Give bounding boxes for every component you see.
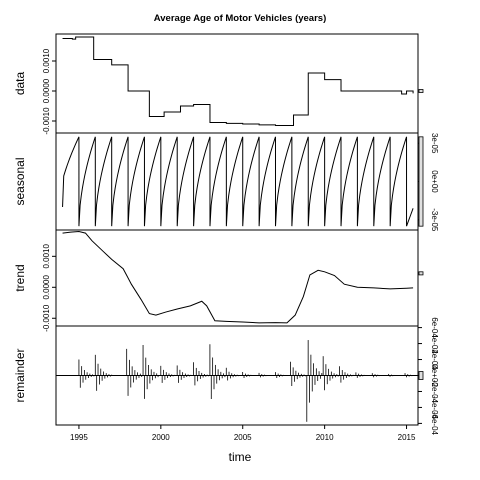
right-tick-label: 0e+00 [430, 170, 439, 193]
left-tick-label: 0.0000 [42, 78, 51, 103]
scale-bar-trend [418, 271, 424, 276]
right-tick-label: -2e-04 [430, 380, 439, 404]
trend-series-line [62, 231, 414, 324]
scale-bar-seasonal [418, 136, 424, 227]
right-tick-label: 4e-04 [430, 333, 439, 354]
x-tick-label: 2000 [152, 433, 170, 442]
left-tick-label: 0.0000 [42, 275, 51, 300]
chart-title: Average Age of Motor Vehicles (years) [154, 13, 326, 24]
left-tick-label: -0.0010 [42, 304, 51, 332]
panel-label-data: data [13, 71, 27, 95]
panel-trend: trend -0.0010 0.0000 0.0010 [13, 229, 424, 332]
panel-label-seasonal: seasonal [13, 157, 27, 205]
panel-data: data -0.0010 0.0000 0.0010 [13, 33, 424, 135]
right-tick-label: -6e-04 [430, 412, 439, 436]
panel-remainder: remainder 6e-044e-042e-040e+00-2e-04-4e-0… [13, 317, 439, 435]
left-tick-label: 0.0010 [42, 48, 51, 73]
x-tick-label: 1995 [70, 433, 88, 442]
panel-frame-seasonal [55, 132, 419, 231]
right-tick-label: 0e+00 [430, 364, 439, 387]
data-series-line [62, 36, 414, 126]
left-tick-label: -0.0010 [42, 107, 51, 135]
x-tick-label: 2015 [398, 433, 416, 442]
panel-frame-data [55, 33, 419, 134]
x-tick-label: 2010 [316, 433, 334, 442]
seasonal-series-line [62, 136, 414, 227]
right-tick-label: -3e-05 [430, 208, 439, 232]
panel-label-remainder: remainder [13, 348, 27, 402]
right-tick-label: 2e-04 [430, 349, 439, 370]
x-axis: 1995 2000 2005 2010 2015 [70, 425, 416, 442]
panel-seasonal: seasonal 3e-05 0e+00 -3e-05 [13, 132, 439, 232]
left-tick-label: 0.0010 [42, 244, 51, 269]
right-tick-label: -4e-04 [430, 396, 439, 420]
panel-frame-trend [55, 229, 419, 327]
right-tick-label: 6e-04 [430, 317, 439, 338]
panel-label-trend: trend [13, 264, 27, 291]
x-axis-label: time [229, 450, 252, 464]
scale-bar-data [418, 89, 424, 93]
x-tick-label: 2005 [234, 433, 252, 442]
right-tick-label: 3e-05 [430, 133, 439, 154]
remainder-spikes [62, 340, 413, 422]
scale-bar-remainder [418, 371, 424, 380]
panels: data -0.0010 0.0000 0.0010 seasonal 3e-05 0e+0… [13, 33, 439, 436]
